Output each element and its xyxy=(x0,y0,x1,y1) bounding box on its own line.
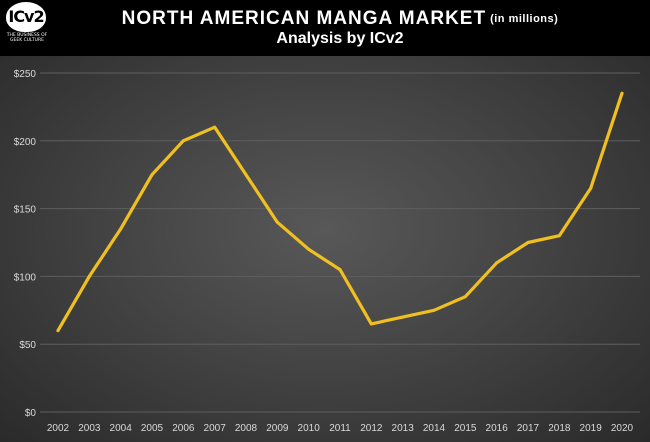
data-point xyxy=(495,261,499,265)
data-point xyxy=(620,91,624,95)
x-tick-label: 2004 xyxy=(110,423,133,434)
x-tick-label: 2017 xyxy=(517,423,540,434)
y-tick-label: $0 xyxy=(25,408,37,419)
chart-title-text: NORTH AMERICAN MANGA MARKET xyxy=(121,8,487,29)
x-tick-label: 2016 xyxy=(486,423,509,434)
data-point xyxy=(244,173,248,177)
chart-header: ICv2 THE BUSINESS OF GEEK CULTURE NORTH … xyxy=(0,0,650,56)
data-point xyxy=(56,329,60,333)
y-tick-label: $250 xyxy=(14,69,37,80)
data-point xyxy=(213,125,217,129)
x-tick-label: 2020 xyxy=(611,423,634,434)
data-point xyxy=(87,274,91,278)
data-point xyxy=(432,308,436,312)
data-point xyxy=(557,234,561,238)
x-tick-label: 2014 xyxy=(423,423,446,434)
y-tick-label: $150 xyxy=(14,205,37,216)
x-tick-label: 2008 xyxy=(235,423,258,434)
data-point xyxy=(589,186,593,190)
logo-tagline: THE BUSINESS OF GEEK CULTURE xyxy=(6,33,48,43)
plot-area: $0 $50 $100 $150 $200 $250 2002 2003 2004 2005 200… xyxy=(0,56,650,442)
x-tick-label: 2015 xyxy=(454,423,477,434)
x-tick-label: 2006 xyxy=(172,423,195,434)
series-line xyxy=(56,91,624,333)
data-point xyxy=(275,220,279,224)
chart-title-unit: (in millions) xyxy=(490,13,559,25)
line-chart: $0 $50 $100 $150 $200 $250 2002 2003 2004 2005 200… xyxy=(14,69,640,434)
data-point xyxy=(307,247,311,251)
x-tick-label: 2007 xyxy=(204,423,227,434)
data-point xyxy=(150,173,154,177)
data-point xyxy=(369,322,373,326)
logo-mark: ICv2 xyxy=(6,2,46,32)
x-tick-label: 2009 xyxy=(266,423,289,434)
y-tick-label: $50 xyxy=(19,340,36,351)
x-tick-label: 2013 xyxy=(392,423,415,434)
x-tick-label: 2011 xyxy=(329,423,351,434)
chart-subtitle: Analysis by ICv2 xyxy=(276,30,404,47)
data-point xyxy=(119,227,123,231)
icv2-logo: ICv2 THE BUSINESS OF GEEK CULTURE xyxy=(4,2,48,46)
data-point xyxy=(463,295,467,299)
y-tick-label: $200 xyxy=(14,137,37,148)
x-tick-label: 2010 xyxy=(298,423,321,434)
data-point xyxy=(526,241,530,244)
chart-title: NORTH AMERICAN MANGA MARKET (in millions) xyxy=(60,8,620,30)
x-tick-label: 2012 xyxy=(360,423,383,434)
x-tick-label: 2019 xyxy=(580,423,603,434)
x-tick-label: 2002 xyxy=(47,423,70,434)
data-point xyxy=(181,139,185,143)
x-tick-label: 2003 xyxy=(78,423,101,434)
data-point xyxy=(401,315,405,319)
x-tick-label: 2005 xyxy=(141,423,164,434)
data-point xyxy=(338,268,342,272)
y-tick-label: $100 xyxy=(14,272,37,283)
x-tick-label: 2018 xyxy=(548,423,571,434)
